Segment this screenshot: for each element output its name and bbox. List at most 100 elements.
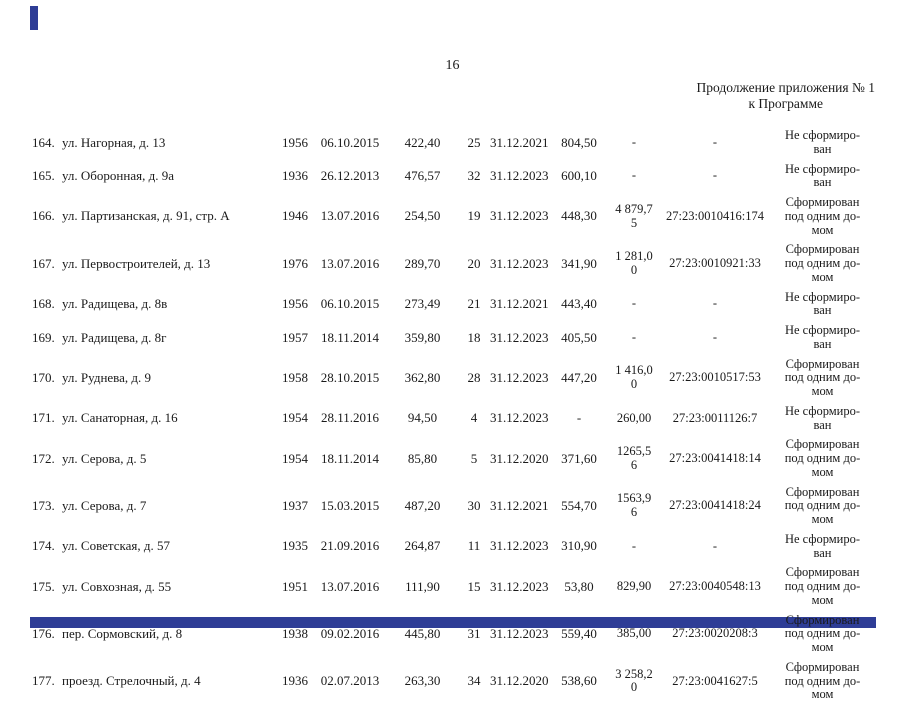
cell-date2: 31.12.2021	[490, 497, 549, 513]
cell-status: Не сформиро- ван	[784, 323, 861, 351]
cell-count: 20	[467, 255, 481, 271]
cell-area: 111,90	[405, 578, 440, 594]
cell-year: 1976	[282, 255, 308, 271]
cell-val1: 554,70	[561, 497, 597, 513]
cell-year: 1936	[282, 673, 308, 689]
cell-address: пер. Сормовский, д. 8	[62, 625, 183, 641]
cell-val2: -	[631, 134, 637, 149]
cell-date1: 18.11.2014	[320, 450, 380, 466]
cell-year: 1946	[282, 208, 308, 224]
cell-cadastral: 27:23:0041418:14	[669, 451, 761, 465]
cell-year: 1935	[282, 538, 308, 554]
cell-cadastral: -	[712, 168, 718, 183]
cell-val1: 600,10	[561, 168, 597, 184]
continuation-note: Продолжение приложения № 1 к Программе	[696, 80, 875, 111]
continuation-line2: к Программе	[748, 95, 823, 111]
cell-val1: 405,50	[561, 329, 597, 345]
cell-address: ул. Оборонная, д. 9а	[62, 168, 174, 184]
cell-val2: -	[631, 538, 637, 553]
cell-address: ул. Радищева, д. 8г	[62, 329, 167, 345]
cell-num: 164.	[32, 134, 55, 150]
cell-date2: 31.12.2023	[490, 208, 549, 224]
cell-date2: 31.12.2020	[490, 673, 549, 689]
cell-date1: 09.02.2016	[320, 625, 380, 641]
cell-date1: 21.09.2016	[320, 538, 380, 554]
cell-val2: -	[631, 168, 637, 183]
cell-val1: 371,60	[561, 450, 597, 466]
cell-val2: 1 281,0 0	[615, 249, 653, 277]
cell-address: ул. Первостроителей, д. 13	[62, 255, 211, 271]
cell-area: 476,57	[404, 168, 441, 184]
table-row: 173. ул. Серова, д. 7 1937 15.03.2015 487,20…	[30, 483, 875, 530]
cell-cadastral: 27:23:0040548:13	[669, 579, 761, 593]
cell-address: ул. Руднева, д. 9	[62, 369, 152, 385]
cell-count: 11	[467, 538, 481, 554]
page-number: 16	[445, 58, 460, 73]
cell-val1: -	[576, 410, 582, 426]
cell-status: Не сформиро- ван	[784, 531, 861, 560]
cell-cadastral: -	[712, 538, 718, 553]
cell-date1: 13.07.2016	[320, 208, 380, 224]
cell-date2: 31.12.2023	[490, 329, 549, 345]
cell-status: Сформирован под одним до- мом	[784, 437, 861, 479]
cell-address: ул. Радищева, д. 8в	[62, 296, 168, 312]
cell-val2: -	[631, 329, 637, 344]
cell-date2: 31.12.2023	[490, 578, 549, 594]
cell-area: 94,50	[407, 410, 438, 426]
cell-date1: 26.12.2013	[320, 168, 380, 184]
cell-cadastral: -	[712, 134, 718, 149]
cell-area: 85,80	[407, 450, 438, 466]
cell-year: 1957	[282, 329, 308, 345]
cell-date2: 31.12.2020	[490, 450, 549, 466]
cell-date2: 31.12.2021	[490, 296, 549, 312]
cell-val1: 538,60	[561, 673, 597, 689]
cell-cadastral: 27:23:0020208:3	[672, 626, 758, 641]
cell-year: 1954	[282, 450, 308, 466]
table-row: 169. ул. Радищева, д. 8г 1957 18.11.2014 359…	[30, 321, 875, 355]
cell-address: ул. Серова, д. 7	[62, 497, 147, 513]
cell-val1: 447,20	[561, 369, 597, 385]
cell-cadastral: 27:23:0041627:5	[672, 673, 758, 688]
cell-date1: 13.07.2016	[320, 255, 380, 271]
cell-date1: 13.07.2016	[320, 578, 380, 594]
table-row: 168. ул. Радищева, д. 8в 1956 06.10.2015 273…	[30, 288, 875, 322]
cell-year: 1951	[282, 578, 308, 594]
cell-area: 359,80	[404, 329, 441, 345]
cell-val2: -	[631, 296, 637, 311]
cell-count: 30	[467, 497, 481, 513]
cell-status: Не сформиро- ван	[784, 289, 861, 318]
cell-cadastral: -	[712, 329, 718, 344]
table-row: 165. ул. Оборонная, д. 9а 1936 26.12.2013 47…	[30, 160, 875, 194]
cell-count: 18	[467, 329, 481, 345]
cell-status: Сформирован под одним до- мом	[784, 565, 861, 607]
cell-status: Сформирован под одним до- мом	[784, 195, 861, 237]
cell-val2: 4 879,7 5	[615, 201, 653, 230]
cell-date2: 31.12.2023	[490, 369, 549, 385]
cell-val2: 260,00	[616, 410, 652, 425]
cell-num: 175.	[32, 578, 55, 594]
cell-val1: 443,40	[561, 296, 597, 312]
cell-address: ул. Санаторная, д. 16	[62, 410, 178, 426]
cell-status: Не сформиро- ван	[784, 161, 861, 190]
cell-date2: 31.12.2021	[490, 134, 549, 150]
cell-cadastral: 27:23:0010517:53	[669, 370, 761, 385]
table-row: 174. ул. Советская, д. 57 1935 21.09.2016 26…	[30, 530, 875, 564]
cell-year: 1954	[282, 410, 308, 426]
cell-num: 174.	[32, 538, 55, 554]
cell-date2: 31.12.2023	[490, 255, 549, 271]
table-row: 164. ул. Нагорная, д. 13 1956 06.10.2015 422…	[30, 126, 875, 160]
cell-address: ул. Нагорная, д. 13	[62, 134, 166, 150]
cell-cadastral: 27:23:0010416:174	[666, 208, 764, 223]
cell-num: 173.	[32, 497, 55, 513]
cell-val2: 1563,9 6	[616, 491, 652, 520]
cell-count: 25	[467, 134, 481, 150]
cell-count: 21	[467, 296, 481, 312]
cell-count: 31	[467, 625, 481, 641]
cell-area: 264,87	[404, 538, 441, 554]
cell-cadastral: 27:23:0010921:33	[669, 256, 761, 270]
cell-area: 289,70	[404, 255, 441, 271]
table-row: 172. ул. Серова, д. 5 1954 18.11.2014 85,80 5…	[30, 435, 875, 482]
table-row: 171. ул. Санаторная, д. 16 1954 28.11.2016 9…	[30, 402, 875, 436]
cell-date2: 31.12.2023	[490, 538, 549, 554]
page-scan-edge-bottom	[30, 617, 876, 628]
